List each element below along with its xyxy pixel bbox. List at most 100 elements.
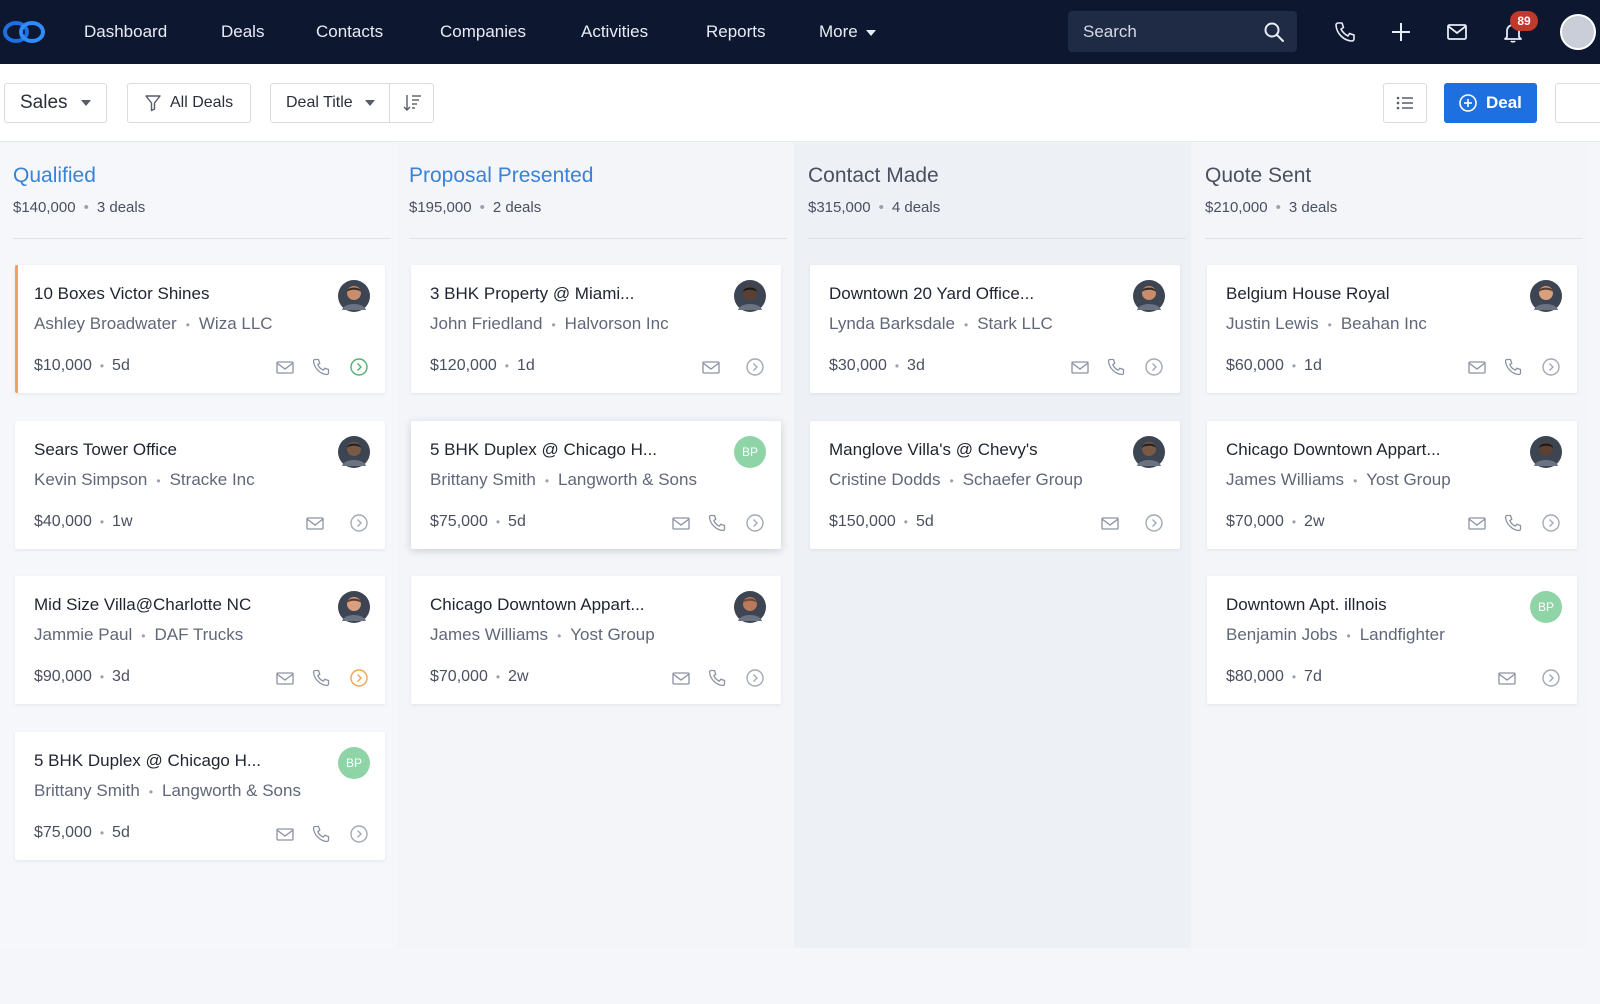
mail-icon[interactable] — [671, 513, 691, 533]
stage-forward-icon[interactable] — [1541, 668, 1561, 688]
stage-forward-icon[interactable] — [1144, 357, 1164, 377]
search-icon[interactable] — [1263, 21, 1285, 43]
list-view-button[interactable] — [1383, 83, 1427, 123]
stage-forward-icon[interactable] — [349, 668, 369, 688]
mail-icon[interactable] — [701, 357, 721, 377]
pipeline-select[interactable]: Sales — [4, 83, 107, 123]
deal-card[interactable]: Manglove Villa's @ Chevy's Cristine Dodds… — [810, 421, 1180, 549]
stage-forward-icon[interactable] — [745, 668, 765, 688]
deal-contact[interactable]: Benjamin Jobs — [1226, 625, 1338, 644]
sort-field-select[interactable]: Deal Title — [270, 83, 390, 123]
deal-card[interactable]: Downtown 20 Yard Office... Lynda Barksdal… — [810, 265, 1180, 393]
mail-icon[interactable] — [275, 668, 295, 688]
filter-button[interactable]: All Deals — [127, 83, 251, 123]
stage-forward-icon[interactable] — [1541, 513, 1561, 533]
nav-activities[interactable]: Activities — [581, 22, 649, 41]
mail-icon[interactable] — [1445, 20, 1469, 44]
deal-card[interactable]: Chicago Downtown Appart... James Williams… — [1207, 421, 1577, 549]
deal-company[interactable]: Schaefer Group — [962, 470, 1083, 489]
plus-icon[interactable] — [1389, 20, 1413, 44]
phone-icon[interactable] — [1106, 357, 1126, 377]
nav-dashboard[interactable]: Dashboard — [84, 22, 168, 41]
deal-contact[interactable]: Lynda Barksdale — [829, 314, 956, 333]
phone-icon[interactable] — [311, 357, 331, 377]
owner-avatar[interactable] — [1530, 436, 1562, 468]
owner-avatar[interactable] — [1133, 280, 1165, 312]
mail-icon[interactable] — [275, 357, 295, 377]
deal-contact[interactable]: Cristine Dodds — [829, 470, 941, 489]
deal-contact[interactable]: Brittany Smith — [430, 470, 536, 489]
deal-company[interactable]: DAF Trucks — [154, 625, 244, 644]
nav-deals[interactable]: Deals — [221, 22, 265, 41]
owner-avatar[interactable] — [1530, 280, 1562, 312]
owner-avatar[interactable] — [1133, 436, 1165, 468]
deal-company[interactable]: Langworth & Sons — [162, 781, 301, 800]
add-deal-button[interactable]: Deal — [1444, 83, 1537, 123]
stage-forward-icon[interactable] — [349, 824, 369, 844]
deal-company[interactable]: Stracke Inc — [169, 470, 255, 489]
deal-card[interactable]: Belgium House Royal Justin Lewis • Beahan I… — [1207, 265, 1577, 393]
deal-card[interactable]: 3 BHK Property @ Miami... John Friedland •… — [411, 265, 781, 393]
deal-contact[interactable]: Ashley Broadwater — [34, 314, 177, 333]
deal-contact[interactable]: John Friedland — [430, 314, 543, 333]
owner-avatar-initials[interactable]: BP — [734, 436, 766, 468]
phone-icon[interactable] — [707, 668, 727, 688]
deal-contact[interactable]: Kevin Simpson — [34, 470, 148, 489]
mail-icon[interactable] — [1497, 668, 1517, 688]
owner-avatar[interactable] — [734, 280, 766, 312]
search-input[interactable] — [1068, 11, 1258, 52]
mail-icon[interactable] — [275, 824, 295, 844]
phone-icon[interactable] — [707, 513, 727, 533]
deal-card[interactable]: Downtown Apt. illnois Benjamin Jobs • Landf… — [1207, 576, 1577, 704]
deal-company[interactable]: Halvorson Inc — [564, 314, 669, 333]
stage-forward-icon[interactable] — [745, 357, 765, 377]
deal-company[interactable]: Langworth & Sons — [558, 470, 697, 489]
phone-icon[interactable] — [311, 668, 331, 688]
mail-icon[interactable] — [1070, 357, 1090, 377]
owner-avatar-initials[interactable]: BP — [1530, 591, 1562, 623]
mail-icon[interactable] — [1467, 357, 1487, 377]
stage-forward-icon[interactable] — [1144, 513, 1164, 533]
deal-company[interactable]: Wiza LLC — [198, 314, 273, 333]
app-logo-icon[interactable] — [2, 16, 50, 48]
deal-card[interactable]: Mid Size Villa@Charlotte NC Jammie Paul • D… — [15, 576, 385, 704]
owner-avatar[interactable] — [338, 280, 370, 312]
deal-company[interactable]: Landfighter — [1359, 625, 1445, 644]
phone-icon[interactable] — [1333, 20, 1357, 44]
deal-contact[interactable]: Jammie Paul — [34, 625, 133, 644]
mail-icon[interactable] — [671, 668, 691, 688]
deal-card[interactable]: 10 Boxes Victor Shines Ashley Broadwater •… — [15, 265, 385, 393]
deal-company[interactable]: Stark LLC — [977, 314, 1053, 333]
mail-icon[interactable] — [1100, 513, 1120, 533]
column-title[interactable]: Quote Sent — [1205, 164, 1312, 187]
sort-direction-button[interactable] — [389, 83, 434, 123]
stage-forward-icon[interactable] — [349, 357, 369, 377]
deal-card[interactable]: 5 BHK Duplex @ Chicago H... Brittany Smit… — [411, 421, 781, 549]
column-title[interactable]: Contact Made — [808, 164, 939, 187]
more-actions-button[interactable] — [1555, 83, 1600, 123]
nav-contacts[interactable]: Contacts — [316, 22, 384, 41]
deal-card[interactable]: Sears Tower Office Kevin Simpson • Stracke … — [15, 421, 385, 549]
deal-company[interactable]: Beahan Inc — [1340, 314, 1427, 333]
deal-company[interactable]: Yost Group — [570, 625, 655, 644]
nav-more[interactable]: More — [819, 0, 876, 64]
phone-icon[interactable] — [1503, 357, 1523, 377]
phone-icon[interactable] — [311, 824, 331, 844]
phone-icon[interactable] — [1503, 513, 1523, 533]
column-title[interactable]: Qualified — [13, 164, 96, 187]
mail-icon[interactable] — [1467, 513, 1487, 533]
deal-contact[interactable]: James Williams — [430, 625, 549, 644]
owner-avatar[interactable] — [338, 591, 370, 623]
stage-forward-icon[interactable] — [1541, 357, 1561, 377]
nav-companies[interactable]: Companies — [440, 22, 526, 41]
stage-forward-icon[interactable] — [745, 513, 765, 533]
nav-reports[interactable]: Reports — [706, 22, 766, 41]
owner-avatar[interactable] — [338, 436, 370, 468]
user-avatar[interactable] — [1560, 14, 1596, 50]
deal-contact[interactable]: James Williams — [1226, 470, 1345, 489]
deal-contact[interactable]: Justin Lewis — [1226, 314, 1319, 333]
deal-card[interactable]: Chicago Downtown Appart... James Williams… — [411, 576, 781, 704]
deal-contact[interactable]: Brittany Smith — [34, 781, 140, 800]
owner-avatar-initials[interactable]: BP — [338, 747, 370, 779]
owner-avatar[interactable] — [734, 591, 766, 623]
